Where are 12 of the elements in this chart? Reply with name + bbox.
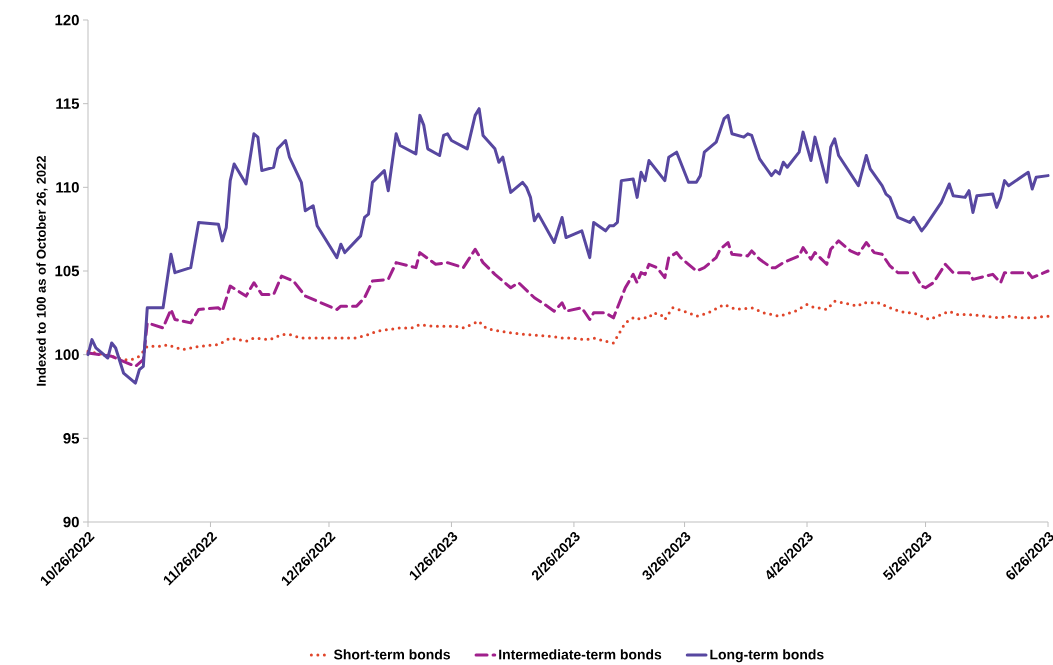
legend-label: Intermediate-term bonds xyxy=(499,649,662,660)
line-series xyxy=(86,107,1050,385)
y-axis-title: Indexed to 100 as of October 26, 2022 xyxy=(36,156,48,386)
y-tick-label: 115 xyxy=(56,98,80,109)
y-tick-label: 110 xyxy=(56,182,79,193)
legend-label: Long-term bonds xyxy=(710,649,824,663)
y-tick-label: 95 xyxy=(63,433,80,444)
legend-label: Short-term bonds xyxy=(333,649,450,660)
y-tick-label: 120 xyxy=(55,14,79,26)
y-tick-label: 100 xyxy=(55,349,79,360)
y-tick-label: 105 xyxy=(55,265,80,277)
y-tick-label: 90 xyxy=(63,516,79,528)
